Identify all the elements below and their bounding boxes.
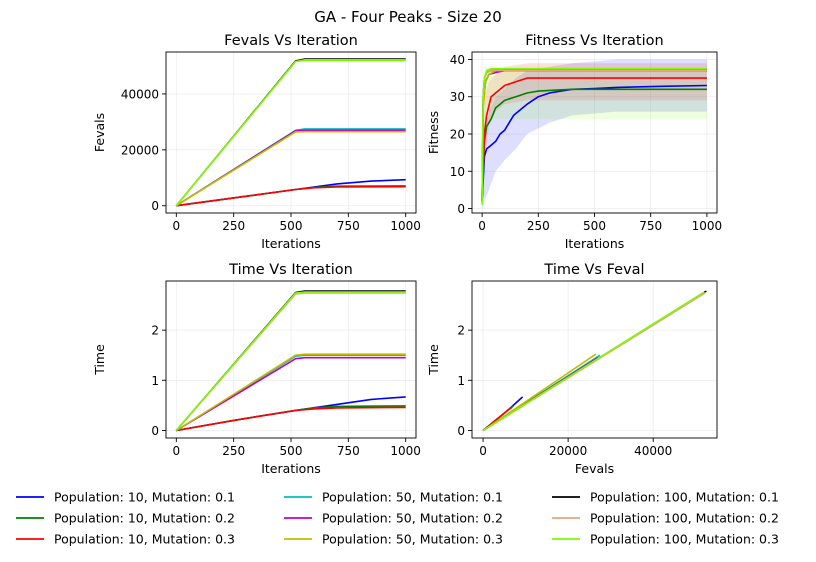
x-tick-label: 250 — [527, 219, 550, 233]
x-tick-label: 1000 — [692, 219, 723, 233]
x-axis-label: Iterations — [565, 236, 625, 251]
subplot-title: Fitness Vs Iteration — [525, 33, 663, 49]
legend-label: Population: 50, Mutation: 0.1 — [322, 490, 503, 505]
series-line-p100-m03 — [481, 68, 707, 205]
confidence-band-p100-m03 — [482, 66, 707, 209]
y-tick-label: 2 — [151, 324, 159, 338]
axes-frame — [471, 280, 718, 439]
series-line-p100-m03 — [175, 291, 406, 432]
series-line-p10-m03 — [176, 185, 406, 207]
x-axis-label: Iterations — [261, 236, 321, 251]
plot-area — [481, 59, 707, 209]
y-tick-label: 40 — [450, 53, 465, 67]
confidence-band-p10-m03 — [482, 63, 707, 209]
subplot-2: 0 250 500 750 1000 0 10 20 30 40 Fitness Vs Iterat… — [426, 33, 722, 251]
plot-area — [482, 290, 707, 432]
plot-area — [175, 290, 406, 432]
subplot-title: Fevals Vs Iteration — [224, 33, 358, 49]
subplot-1: 0 250 500 750 1000 0 20000 40000 Fevals Vs Itera… — [92, 33, 421, 251]
figure-suptitle: GA - Four Peaks - Size 20 — [314, 8, 502, 26]
legend-label: Population: 10, Mutation: 0.1 — [54, 490, 235, 505]
x-tick-label: 0 — [478, 219, 486, 233]
legend-label: Population: 10, Mutation: 0.2 — [54, 511, 235, 526]
x-tick-label: 40000 — [634, 444, 672, 458]
x-tick-label: 250 — [222, 219, 245, 233]
legend-label: Population: 100, Mutation: 0.2 — [590, 511, 779, 526]
y-axis-label: Fitness — [426, 111, 441, 154]
series-line-p50-m02 — [175, 356, 406, 432]
subplot-title: Time Vs Iteration — [228, 262, 353, 278]
series-line-p10-m03 — [481, 77, 707, 202]
subplot-4: 0 20000 40000 0 1 2 Time Vs Feval Fevals Time — [426, 262, 718, 476]
x-tick-label: 250 — [222, 444, 245, 458]
series-line-p100-m03 — [175, 59, 406, 207]
x-tick-label: 1000 — [390, 219, 421, 233]
series-line-p50-m03 — [175, 130, 406, 207]
x-tick-label: 500 — [280, 219, 303, 233]
x-tick-label: 500 — [583, 219, 606, 233]
legend: Population: 10, Mutation: 0.1 Population:… — [16, 490, 779, 547]
y-tick-label: 0 — [457, 424, 465, 438]
y-tick-label: 1 — [151, 374, 159, 388]
x-tick-label: 0 — [173, 219, 181, 233]
legend-label: Population: 100, Mutation: 0.3 — [590, 532, 779, 547]
y-tick-label: 20000 — [121, 143, 159, 157]
legend-label: Population: 50, Mutation: 0.2 — [322, 511, 503, 526]
x-axis-label: Fevals — [575, 461, 614, 476]
y-tick-label: 1 — [457, 374, 465, 388]
y-tick-label: 2 — [457, 324, 465, 338]
series-line-p100-m03 — [482, 291, 705, 432]
x-tick-label: 20000 — [549, 444, 587, 458]
y-tick-label: 30 — [450, 90, 465, 104]
x-tick-label: 750 — [639, 219, 662, 233]
y-tick-label: 0 — [151, 199, 159, 213]
y-tick-label: 20 — [450, 127, 465, 141]
y-tick-label: 0 — [457, 202, 465, 216]
x-tick-label: 750 — [337, 444, 360, 458]
y-tick-label: 40000 — [121, 87, 159, 101]
plot-area — [175, 58, 406, 207]
x-tick-label: 1000 — [390, 444, 421, 458]
y-tick-label: 10 — [450, 165, 465, 179]
y-axis-label: Fevals — [92, 113, 107, 152]
legend-label: Population: 50, Mutation: 0.3 — [322, 532, 503, 547]
x-tick-label: 0 — [173, 444, 181, 458]
x-axis-label: Iterations — [261, 461, 321, 476]
y-axis-label: Time — [426, 344, 441, 376]
series-line-p50-m03 — [175, 353, 406, 432]
series-line-p50-m03 — [482, 353, 597, 432]
legend-label: Population: 10, Mutation: 0.3 — [54, 532, 235, 547]
y-tick-label: 0 — [151, 424, 159, 438]
series-line-p10-m03 — [482, 406, 513, 432]
legend-label: Population: 100, Mutation: 0.1 — [590, 490, 779, 505]
x-tick-label: 500 — [280, 444, 303, 458]
series-line-p10-m02 — [481, 88, 707, 202]
x-tick-label: 0 — [479, 444, 487, 458]
x-tick-label: 750 — [337, 219, 360, 233]
series-line-p10-m03 — [176, 406, 406, 432]
subplot-title: Time Vs Feval — [543, 262, 644, 278]
subplot-3: 0 250 500 750 1000 0 1 2 Time Vs Iteration Iterat… — [92, 262, 421, 476]
y-axis-label: Time — [92, 344, 107, 376]
